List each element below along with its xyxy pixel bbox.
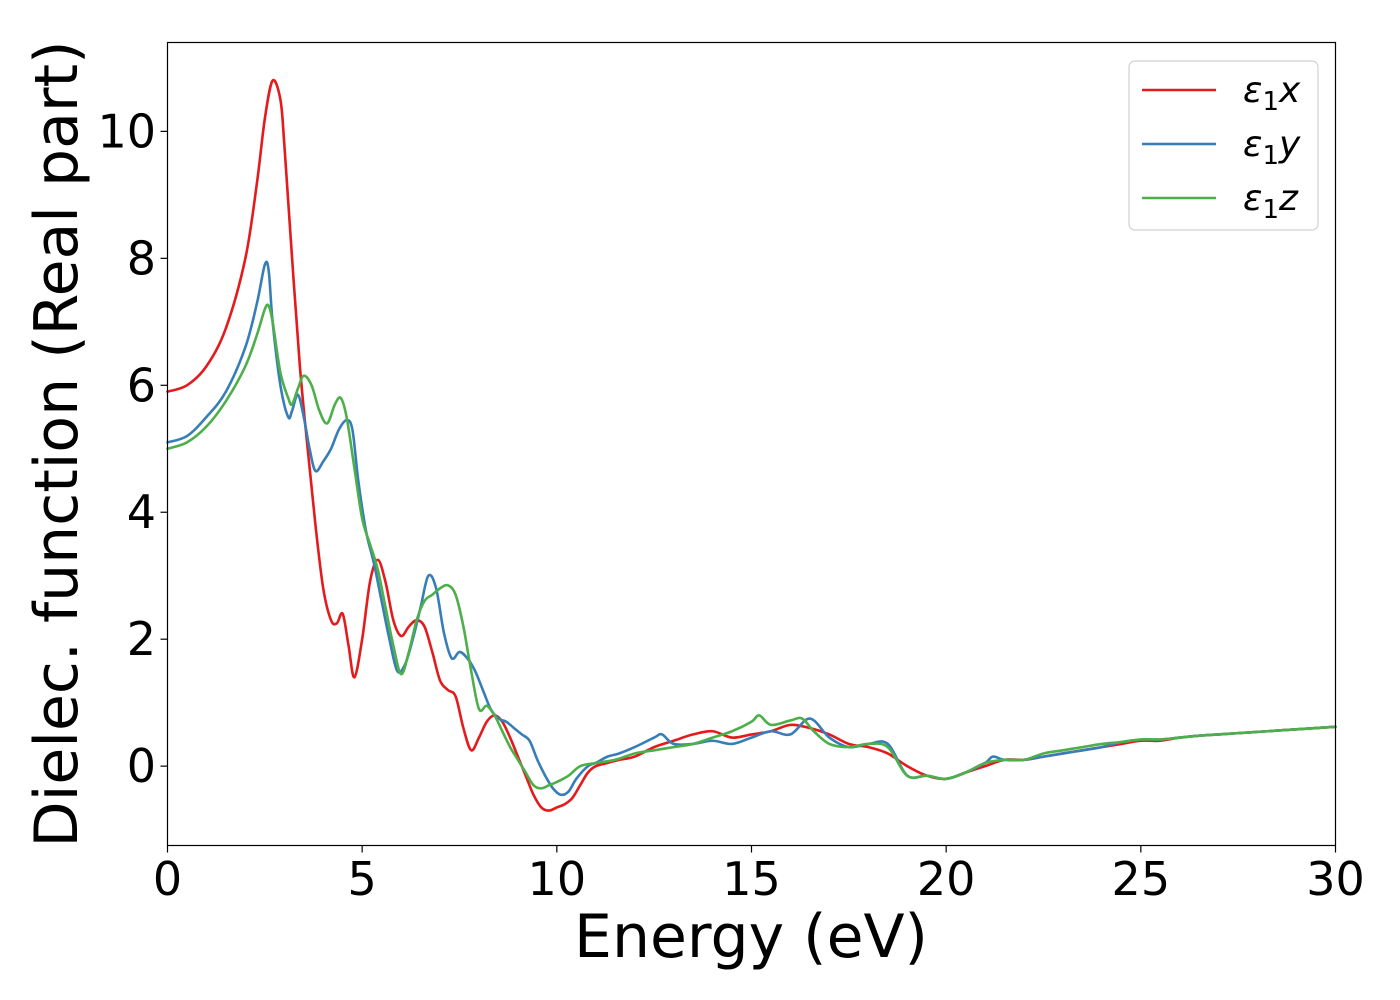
y-axis-title: Dielec. function (Real part) bbox=[22, 41, 92, 848]
series-line-2 bbox=[166, 260, 1337, 797]
y-axis: 0 2 4 6 8 10 bbox=[97, 104, 168, 793]
x-tick-label: 30 bbox=[1306, 852, 1365, 906]
legend-box bbox=[1128, 60, 1319, 231]
x-axis: 0 5 10 15 20 25 30 bbox=[153, 845, 1365, 906]
x-tick-label: 25 bbox=[1112, 852, 1171, 906]
legend-label-2: ε1y bbox=[1243, 124, 1301, 171]
y-tick-label: 8 bbox=[127, 231, 156, 285]
y-tick-label: 6 bbox=[127, 358, 156, 412]
y-tick-label: 2 bbox=[127, 612, 156, 666]
x-tick-label: 5 bbox=[348, 852, 377, 906]
x-tick-label: 20 bbox=[917, 852, 976, 906]
x-tick-label: 10 bbox=[528, 852, 587, 906]
legend: ε1x ε1y ε1z bbox=[1128, 60, 1319, 231]
y-tick-label: 10 bbox=[97, 104, 156, 158]
series-line-3 bbox=[166, 303, 1337, 790]
y-tick-label: 0 bbox=[127, 739, 156, 793]
legend-label-3: ε1z bbox=[1243, 178, 1299, 225]
legend-label-1: ε1x bbox=[1243, 70, 1301, 117]
y-tick-label: 4 bbox=[127, 485, 156, 539]
x-tick-label: 0 bbox=[153, 852, 182, 906]
series-layer bbox=[166, 78, 1337, 812]
x-axis-title: Energy (eV) bbox=[574, 902, 928, 972]
x-tick-label: 15 bbox=[722, 852, 781, 906]
